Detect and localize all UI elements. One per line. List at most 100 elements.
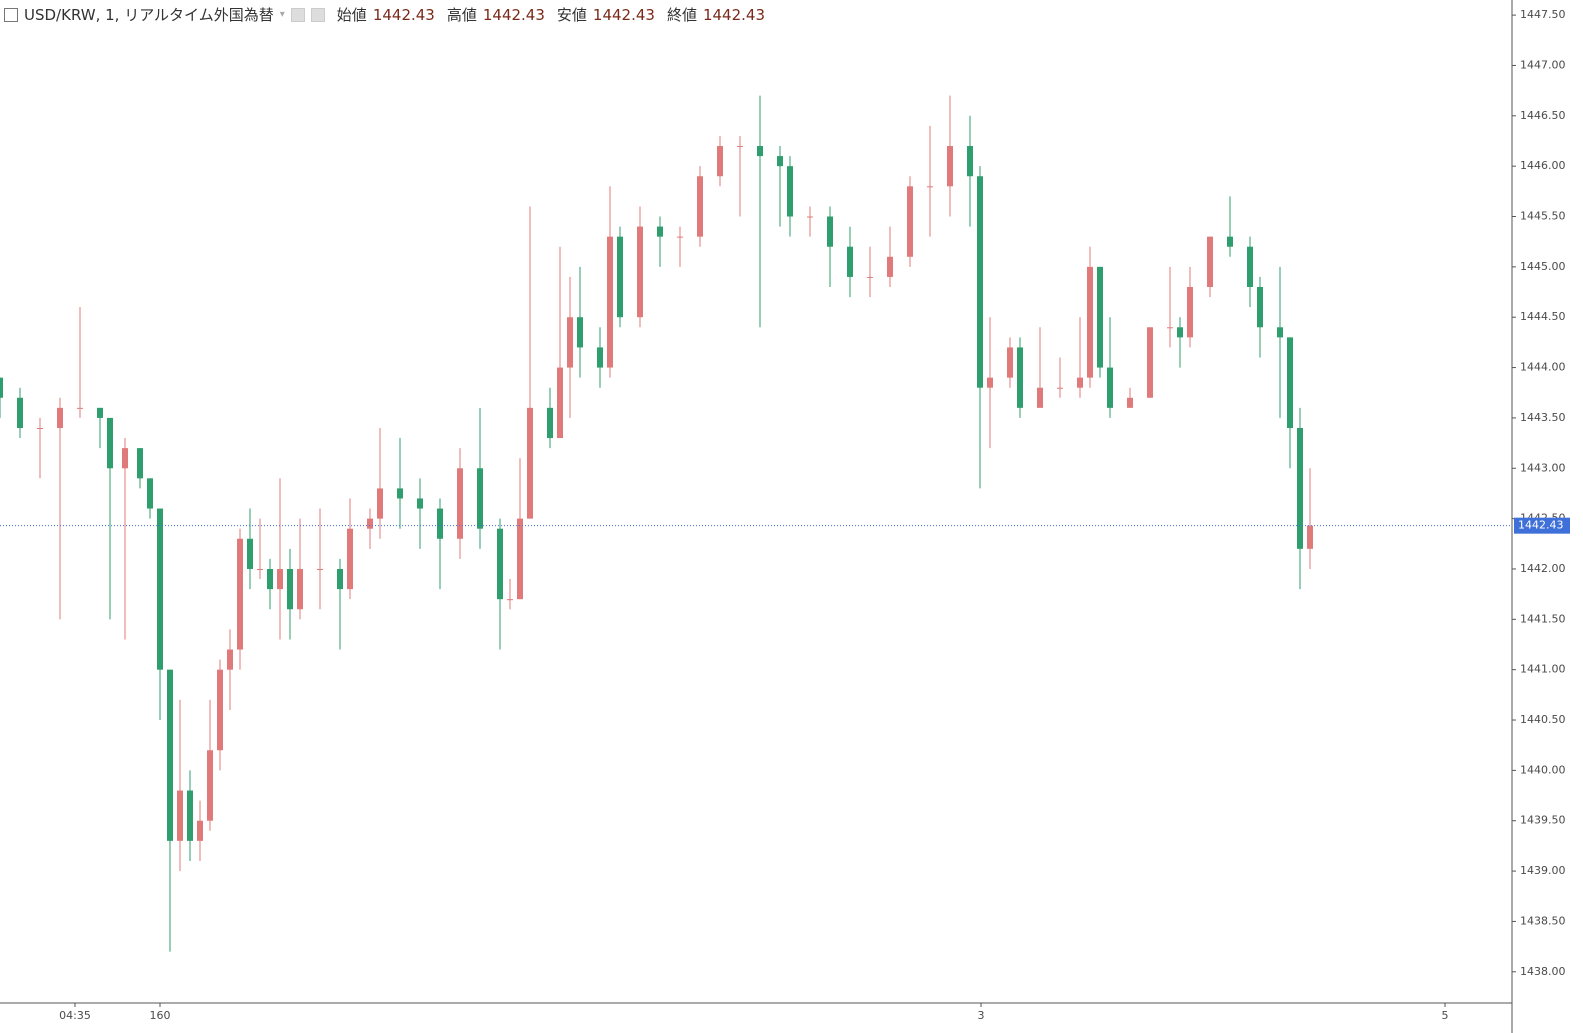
candle-body bbox=[17, 397, 23, 428]
y-tick-label: 1440.00 bbox=[1520, 763, 1566, 776]
candle-body bbox=[287, 568, 293, 610]
candle-body bbox=[1307, 525, 1313, 549]
ohlc-label: 高値 bbox=[446, 6, 477, 24]
candle-body bbox=[497, 528, 503, 600]
candle-body bbox=[717, 146, 723, 177]
x-tick-label: 3 bbox=[978, 1009, 985, 1022]
candle-body bbox=[577, 317, 583, 348]
ohlc-label: 終値 bbox=[666, 6, 697, 24]
candle-body bbox=[377, 488, 383, 519]
candle-body bbox=[277, 568, 283, 590]
x-tick-label: 160 bbox=[150, 1009, 171, 1022]
dropdown-icon[interactable]: ▾ bbox=[279, 9, 285, 20]
candle-body bbox=[847, 246, 853, 277]
x-tick-label: 04:35 bbox=[59, 1009, 91, 1022]
candle-body bbox=[237, 538, 243, 650]
candle-body bbox=[677, 236, 683, 238]
candle-body bbox=[417, 498, 423, 509]
candle-body bbox=[777, 156, 783, 167]
candle-body bbox=[947, 146, 953, 187]
candle-body bbox=[1057, 387, 1063, 389]
settings-icon[interactable] bbox=[310, 7, 325, 22]
candle-body bbox=[477, 468, 483, 529]
x-tick-label: 5 bbox=[1442, 1009, 1449, 1022]
candle-body bbox=[617, 236, 623, 318]
candle-body bbox=[77, 407, 83, 409]
y-tick-label: 1438.00 bbox=[1520, 965, 1566, 978]
ohlc-value: 1442.43 bbox=[592, 5, 655, 24]
candle-body bbox=[507, 599, 513, 601]
candle-body bbox=[1147, 327, 1153, 398]
candle-body bbox=[527, 407, 533, 519]
y-tick-label: 1444.50 bbox=[1520, 310, 1566, 323]
candle-body bbox=[347, 528, 353, 590]
candle-body bbox=[1227, 236, 1233, 247]
candle-body bbox=[637, 226, 643, 318]
candle-body bbox=[367, 518, 373, 529]
candle-body bbox=[567, 317, 573, 368]
y-tick-label: 1442.00 bbox=[1520, 562, 1566, 575]
ohlc-label: 安値 bbox=[556, 6, 587, 24]
candle-body bbox=[827, 216, 833, 247]
candle-body bbox=[1087, 266, 1093, 378]
y-tick-label: 1444.00 bbox=[1520, 361, 1566, 374]
candle-body bbox=[557, 367, 563, 439]
candle-body bbox=[967, 146, 973, 177]
candle-body bbox=[977, 176, 983, 388]
candle-body bbox=[1167, 327, 1173, 329]
candle-body bbox=[1207, 236, 1213, 288]
candle-body bbox=[887, 256, 893, 277]
candle-body bbox=[217, 669, 223, 751]
candle-body bbox=[697, 176, 703, 237]
candle-body bbox=[1277, 327, 1283, 338]
ohlc-label: 始値 bbox=[336, 6, 367, 24]
y-tick-label: 1439.50 bbox=[1520, 814, 1566, 827]
candle-body bbox=[137, 448, 143, 479]
y-tick-label: 1443.50 bbox=[1520, 411, 1566, 424]
price-label: 1442.43 bbox=[1518, 519, 1564, 532]
candle-body bbox=[867, 276, 873, 278]
candle-body bbox=[157, 508, 163, 670]
candle-body bbox=[247, 538, 253, 569]
y-tick-label: 1445.00 bbox=[1520, 260, 1566, 273]
candle-body bbox=[107, 417, 113, 469]
candle-body bbox=[1287, 337, 1293, 428]
candle-body bbox=[177, 790, 183, 841]
candle-body bbox=[987, 377, 993, 388]
eye-icon[interactable] bbox=[290, 7, 305, 22]
candle-body bbox=[1187, 287, 1193, 338]
candle-body bbox=[197, 820, 203, 841]
candle-body bbox=[1007, 347, 1013, 378]
candle-body bbox=[167, 669, 173, 841]
price-label-box bbox=[1514, 517, 1570, 534]
legend: USD/KRW, 1, リアルタイム外国為替 ▾ 始値 1442.43 高値 1442… bbox=[4, 4, 771, 25]
candle-body bbox=[97, 407, 103, 418]
candle-body bbox=[607, 236, 613, 368]
candle-body bbox=[1297, 427, 1303, 549]
candle-body bbox=[337, 568, 343, 590]
y-tick-label: 1439.00 bbox=[1520, 864, 1566, 877]
candle-body bbox=[267, 568, 273, 590]
candle-body bbox=[1177, 327, 1183, 338]
y-tick-label: 1446.50 bbox=[1520, 109, 1566, 122]
candle-body bbox=[927, 186, 933, 188]
candle-body bbox=[187, 790, 193, 841]
candle-body bbox=[517, 518, 523, 600]
y-tick-label: 1438.50 bbox=[1520, 914, 1566, 927]
candle-body bbox=[1077, 377, 1083, 388]
symbol-title: USD/KRW, 1, リアルタイム外国為替 bbox=[24, 6, 274, 24]
candle-body bbox=[122, 448, 128, 469]
candle-body bbox=[1107, 367, 1113, 408]
collapse-icon[interactable] bbox=[4, 7, 18, 22]
y-tick-label: 1447.00 bbox=[1520, 58, 1566, 71]
candle-body bbox=[0, 377, 3, 398]
candle-body bbox=[547, 407, 553, 439]
candle-body bbox=[1037, 387, 1043, 408]
ohlc-value: 1442.43 bbox=[372, 5, 435, 24]
ohlc-value: 1442.43 bbox=[482, 5, 545, 24]
candle-body bbox=[207, 750, 213, 821]
candle-body bbox=[1247, 246, 1253, 288]
candle-body bbox=[787, 166, 793, 217]
y-tick-label: 1440.50 bbox=[1520, 713, 1566, 726]
